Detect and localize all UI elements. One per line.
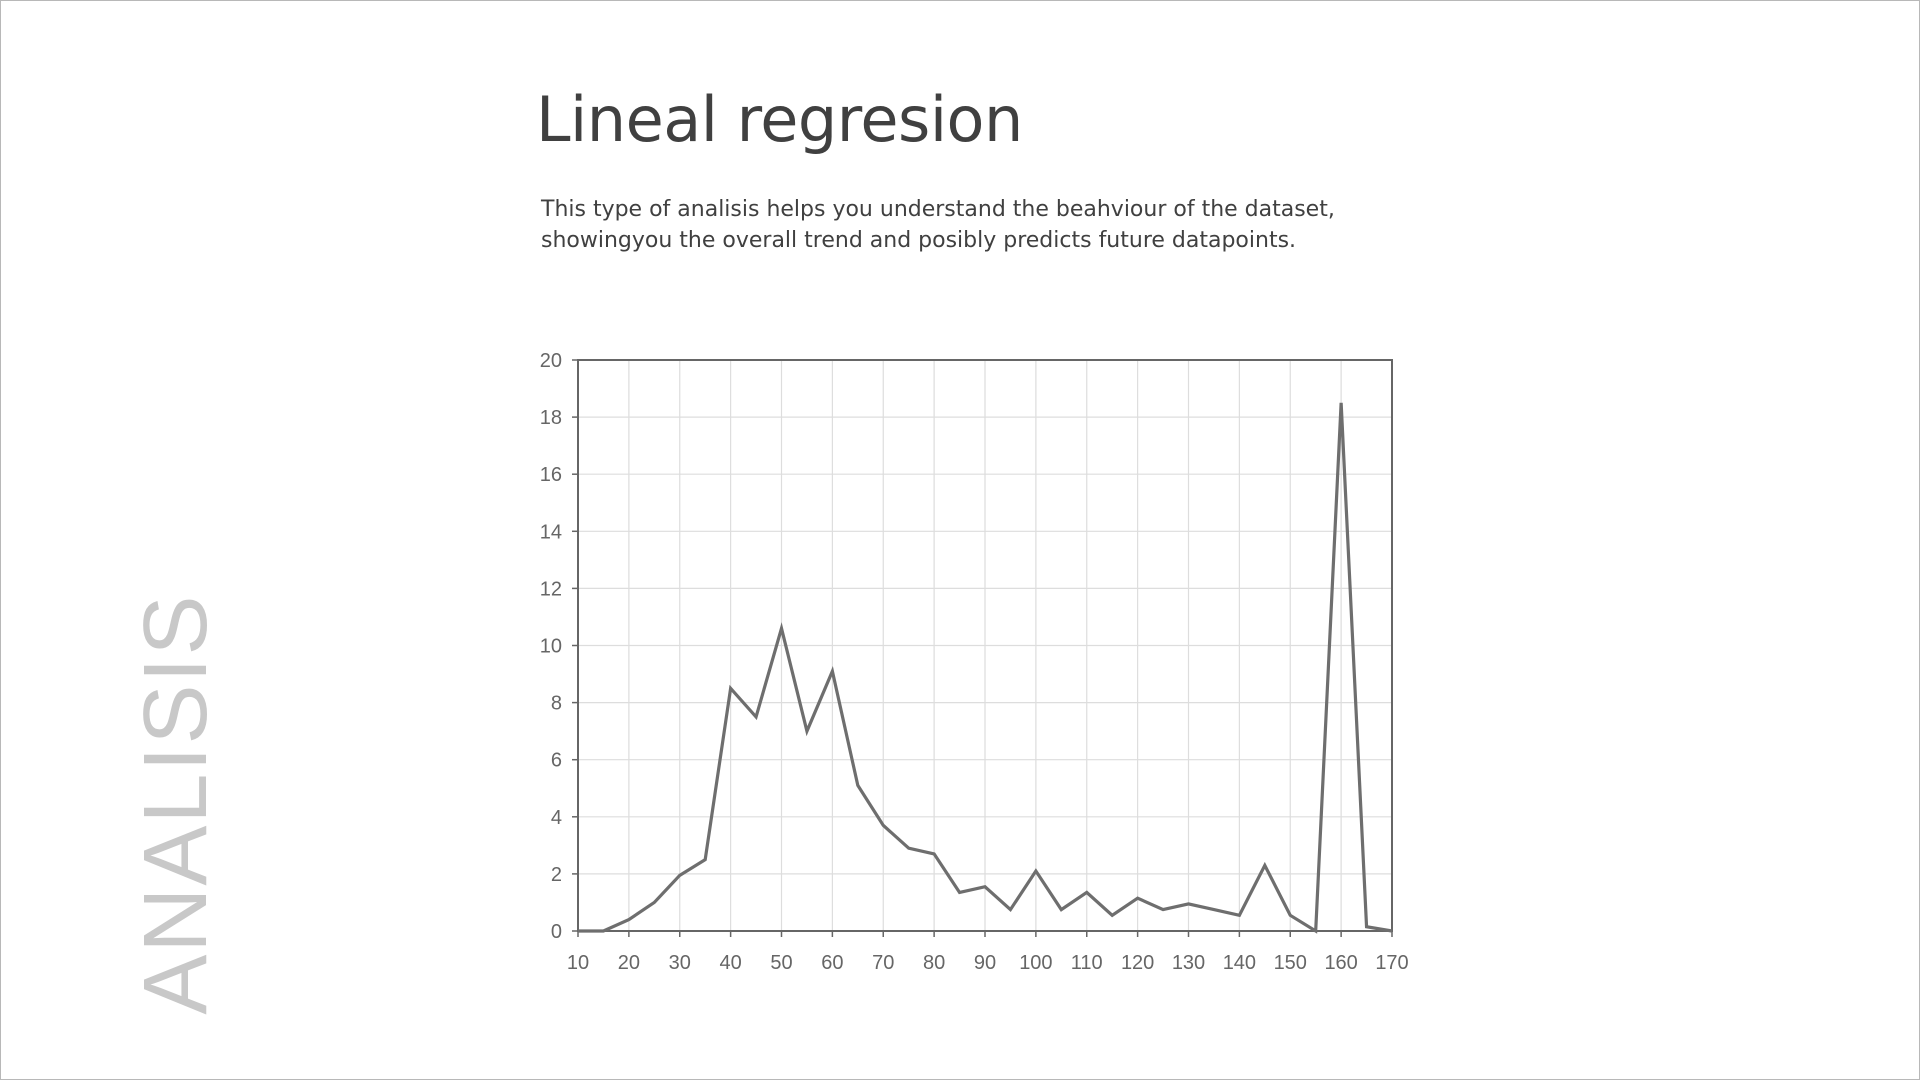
x-tick-label: 80 (923, 952, 945, 974)
x-tick-label: 60 (821, 952, 843, 974)
y-tick-label: 8 (551, 693, 562, 715)
side-label-container: ANALISIS (56, 541, 256, 1014)
x-tick-label: 130 (1172, 952, 1205, 974)
y-tick-label: 10 (540, 636, 562, 658)
x-tick-label: 10 (567, 952, 589, 974)
side-label-svg: ANALISIS (126, 593, 226, 1014)
x-tick-label: 20 (618, 952, 640, 974)
x-tick-label: 50 (770, 952, 792, 974)
y-tick-label: 0 (551, 921, 562, 943)
x-tick-label: 150 (1274, 952, 1307, 974)
y-tick-label: 18 (540, 407, 562, 429)
page-title: Lineal regresion (536, 83, 1023, 156)
tick-label-layer: 10 20 30 40 50 60 70 80 90 100 110 120 130 140 150 160 1… (540, 350, 1409, 974)
description: This type of analisis helps you understa… (541, 194, 1401, 256)
y-tick-label: 14 (540, 521, 562, 543)
y-tick-label: 16 (540, 464, 562, 486)
x-tick-label: 170 (1375, 952, 1408, 974)
x-tick-label: 100 (1019, 952, 1052, 974)
x-tick-label: 30 (669, 952, 691, 974)
grid-layer (577, 359, 1393, 932)
plot-frame (577, 359, 1393, 932)
x-tick-label: 110 (1071, 952, 1103, 974)
axis-layer (572, 359, 1393, 937)
side-label: ANALISIS (126, 593, 226, 1014)
y-tick-label: 20 (540, 350, 562, 372)
x-tick-label: 160 (1324, 952, 1357, 974)
series-line (578, 402, 1393, 934)
y-tick-label: 6 (551, 750, 562, 772)
series-layer (578, 402, 1393, 934)
description-line-2: showingyou the overall trend and posibly… (541, 228, 1297, 253)
x-tick-label: 90 (974, 952, 996, 974)
x-tick-label: 140 (1223, 952, 1256, 974)
x-tick-label: 120 (1121, 952, 1154, 974)
x-tick-label: 70 (872, 952, 894, 974)
y-tick-label: 4 (551, 807, 562, 829)
x-tick-label: 40 (720, 952, 742, 974)
description-line-1: This type of analisis helps you understa… (541, 197, 1335, 222)
y-tick-label: 2 (551, 864, 562, 886)
y-tick-label: 12 (540, 578, 562, 600)
